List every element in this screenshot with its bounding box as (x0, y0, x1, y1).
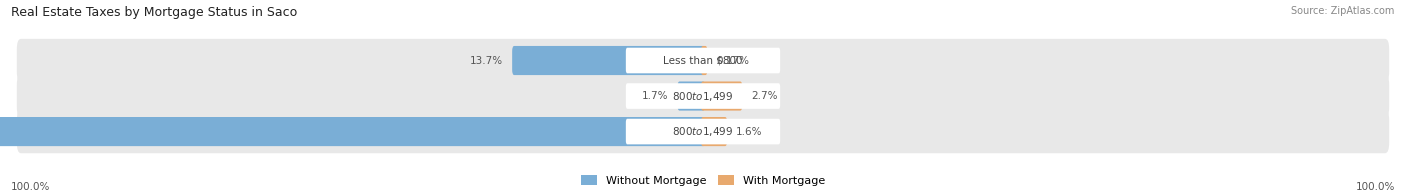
Text: Source: ZipAtlas.com: Source: ZipAtlas.com (1291, 6, 1395, 16)
Text: Real Estate Taxes by Mortgage Status in Saco: Real Estate Taxes by Mortgage Status in … (11, 6, 298, 19)
FancyBboxPatch shape (17, 39, 1389, 82)
Text: Less than $800: Less than $800 (664, 55, 742, 65)
FancyBboxPatch shape (512, 46, 704, 75)
Text: 0.17%: 0.17% (717, 55, 749, 65)
FancyBboxPatch shape (702, 46, 707, 75)
FancyBboxPatch shape (702, 82, 742, 111)
FancyBboxPatch shape (702, 117, 727, 146)
Text: $800 to $1,499: $800 to $1,499 (672, 90, 734, 103)
Text: 2.7%: 2.7% (751, 91, 778, 101)
Text: 1.7%: 1.7% (643, 91, 669, 101)
Text: $800 to $1,499: $800 to $1,499 (672, 125, 734, 138)
Legend: Without Mortgage, With Mortgage: Without Mortgage, With Mortgage (576, 171, 830, 191)
Text: 1.6%: 1.6% (737, 127, 762, 137)
Text: 13.7%: 13.7% (470, 55, 503, 65)
FancyBboxPatch shape (17, 110, 1389, 153)
FancyBboxPatch shape (626, 83, 780, 109)
FancyBboxPatch shape (678, 82, 704, 111)
FancyBboxPatch shape (17, 74, 1389, 118)
FancyBboxPatch shape (0, 117, 704, 146)
Text: 100.0%: 100.0% (11, 182, 51, 192)
FancyBboxPatch shape (626, 119, 780, 144)
Text: 100.0%: 100.0% (1355, 182, 1395, 192)
FancyBboxPatch shape (626, 48, 780, 73)
